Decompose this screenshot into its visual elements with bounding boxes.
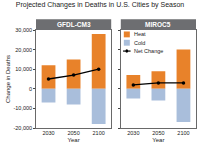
svg-text:2050: 2050 (67, 130, 79, 136)
svg-text:Cold: Cold (134, 40, 145, 46)
svg-text:Year: Year (152, 137, 164, 143)
svg-text:2100: 2100 (177, 130, 189, 136)
svg-text:Change in Deaths: Change in Deaths (5, 55, 11, 103)
svg-text:Year: Year (68, 137, 80, 143)
svg-text:2050: 2050 (152, 130, 164, 136)
svg-text:-10,000: -10,000 (13, 105, 32, 111)
svg-text:MIROC5: MIROC5 (145, 21, 171, 28)
svg-text:GFDL-CM3: GFDL-CM3 (57, 21, 91, 28)
svg-text:Projected Changes in Deaths in: Projected Changes in Deaths in U.S. Citi… (16, 1, 185, 9)
svg-text:2100: 2100 (93, 130, 105, 136)
svg-text:0: 0 (29, 86, 32, 92)
svg-text:10,000: 10,000 (15, 66, 32, 72)
svg-text:-20,000: -20,000 (13, 125, 32, 131)
svg-text:Net Change: Net Change (134, 48, 163, 54)
svg-text:2030: 2030 (42, 130, 54, 136)
svg-text:30,000: 30,000 (15, 27, 32, 33)
svg-text:20,000: 20,000 (15, 47, 32, 53)
svg-text:2030: 2030 (127, 130, 139, 136)
svg-text:Heat: Heat (134, 31, 146, 37)
